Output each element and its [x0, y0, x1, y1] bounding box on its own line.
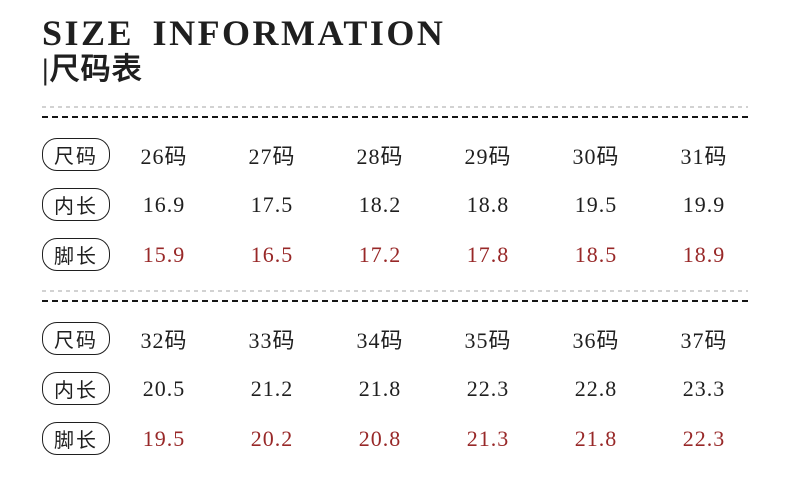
foot-length-cell: 15.9	[142, 241, 186, 267]
table-row-inner-length: 内长 16.9 17.5 18.2 18.8 19.5 19.9	[42, 188, 748, 221]
table-row-foot-length: 脚长 15.9 16.5 17.2 17.8 18.5 18.9	[42, 238, 748, 271]
row-cells: 19.5 20.2 20.8 21.3 21.8 22.3	[110, 426, 758, 452]
size-cell: 33码	[248, 327, 296, 353]
divider-dark-dashed-line	[42, 300, 748, 302]
inner-length-cell: 18.8	[466, 191, 510, 217]
row-label-pill-size: 尺码	[42, 138, 110, 171]
size-cell: 34码	[356, 327, 404, 353]
row-label-pill-inner-length: 内长	[42, 372, 110, 405]
inner-length-cell: 17.5	[250, 191, 294, 217]
inner-length-cell: 19.5	[574, 191, 618, 217]
inner-length-cell: 18.2	[358, 191, 402, 217]
foot-length-cell: 17.8	[466, 241, 510, 267]
inner-length-cell: 16.9	[142, 191, 186, 217]
table-row-foot-length: 脚长 19.5 20.2 20.8 21.3 21.8 22.3	[42, 422, 748, 455]
dashed-divider-top	[42, 106, 748, 118]
size-cell: 29码	[464, 143, 512, 169]
foot-length-cell: 20.2	[250, 425, 294, 451]
size-cell: 26码	[140, 143, 188, 169]
row-label-pill-foot-length: 脚长	[42, 422, 110, 455]
size-table-26-31: 尺码 26码 27码 28码 29码 30码 31码内长 16.9 17.5 18.2 18.8 19…	[42, 138, 748, 271]
foot-length-cell: 18.9	[682, 241, 726, 267]
table-row-inner-length: 内长 20.5 21.2 21.8 22.3 22.8 23.3	[42, 372, 748, 405]
row-label-pill-size: 尺码	[42, 322, 110, 355]
foot-length-cell: 21.3	[466, 425, 510, 451]
size-cell: 35码	[464, 327, 512, 353]
size-cell: 27码	[248, 143, 296, 169]
divider-light-dotted-line	[42, 290, 748, 292]
size-cell: 36码	[572, 327, 620, 353]
size-cell: 32码	[140, 327, 188, 353]
inner-length-cell: 21.8	[358, 375, 402, 401]
inner-length-cell: 19.9	[682, 191, 726, 217]
page-header: SIZE INFORMATION |尺码表	[42, 0, 748, 88]
foot-length-cell: 22.3	[682, 425, 726, 451]
foot-length-cell: 18.5	[574, 241, 618, 267]
row-cells: 16.9 17.5 18.2 18.8 19.5 19.9	[110, 192, 758, 218]
size-cell: 30码	[572, 143, 620, 169]
inner-length-cell: 21.2	[250, 375, 294, 401]
size-chart-content: SIZE INFORMATION |尺码表 尺码 26码 27码 28码 29码 30码 3…	[42, 0, 748, 455]
size-cell: 37码	[680, 327, 728, 353]
inner-length-cell: 22.8	[574, 375, 618, 401]
row-label-pill-inner-length: 内长	[42, 188, 110, 221]
inner-length-cell: 20.5	[142, 375, 186, 401]
page-title-chinese: |尺码表	[42, 53, 143, 86]
row-cells: 20.5 21.2 21.8 22.3 22.8 23.3	[110, 376, 758, 402]
divider-dark-dashed-line	[42, 116, 748, 118]
table-row-size: 尺码 32码 33码 34码 35码 36码 37码	[42, 322, 748, 355]
divider-light-dotted-line	[42, 106, 748, 108]
row-cells: 26码 27码 28码 29码 30码 31码	[110, 139, 758, 171]
size-table-32-37: 尺码 32码 33码 34码 35码 36码 37码内长 20.5 21.2 21.8 22.3 22…	[42, 322, 748, 455]
foot-length-cell: 19.5	[142, 425, 186, 451]
foot-length-cell: 20.8	[358, 425, 402, 451]
table-row-size: 尺码 26码 27码 28码 29码 30码 31码	[42, 138, 748, 171]
dashed-divider-middle	[42, 290, 748, 302]
foot-length-cell: 16.5	[250, 241, 294, 267]
row-cells: 15.9 16.5 17.2 17.8 18.5 18.9	[110, 242, 758, 268]
row-cells: 32码 33码 34码 35码 36码 37码	[110, 323, 758, 355]
inner-length-cell: 22.3	[466, 375, 510, 401]
size-cell: 31码	[680, 143, 728, 169]
page-title-english: SIZE INFORMATION	[42, 13, 446, 53]
size-cell: 28码	[356, 143, 404, 169]
inner-length-cell: 23.3	[682, 375, 726, 401]
row-label-pill-foot-length: 脚长	[42, 238, 110, 271]
foot-length-cell: 21.8	[574, 425, 618, 451]
foot-length-cell: 17.2	[358, 241, 402, 267]
